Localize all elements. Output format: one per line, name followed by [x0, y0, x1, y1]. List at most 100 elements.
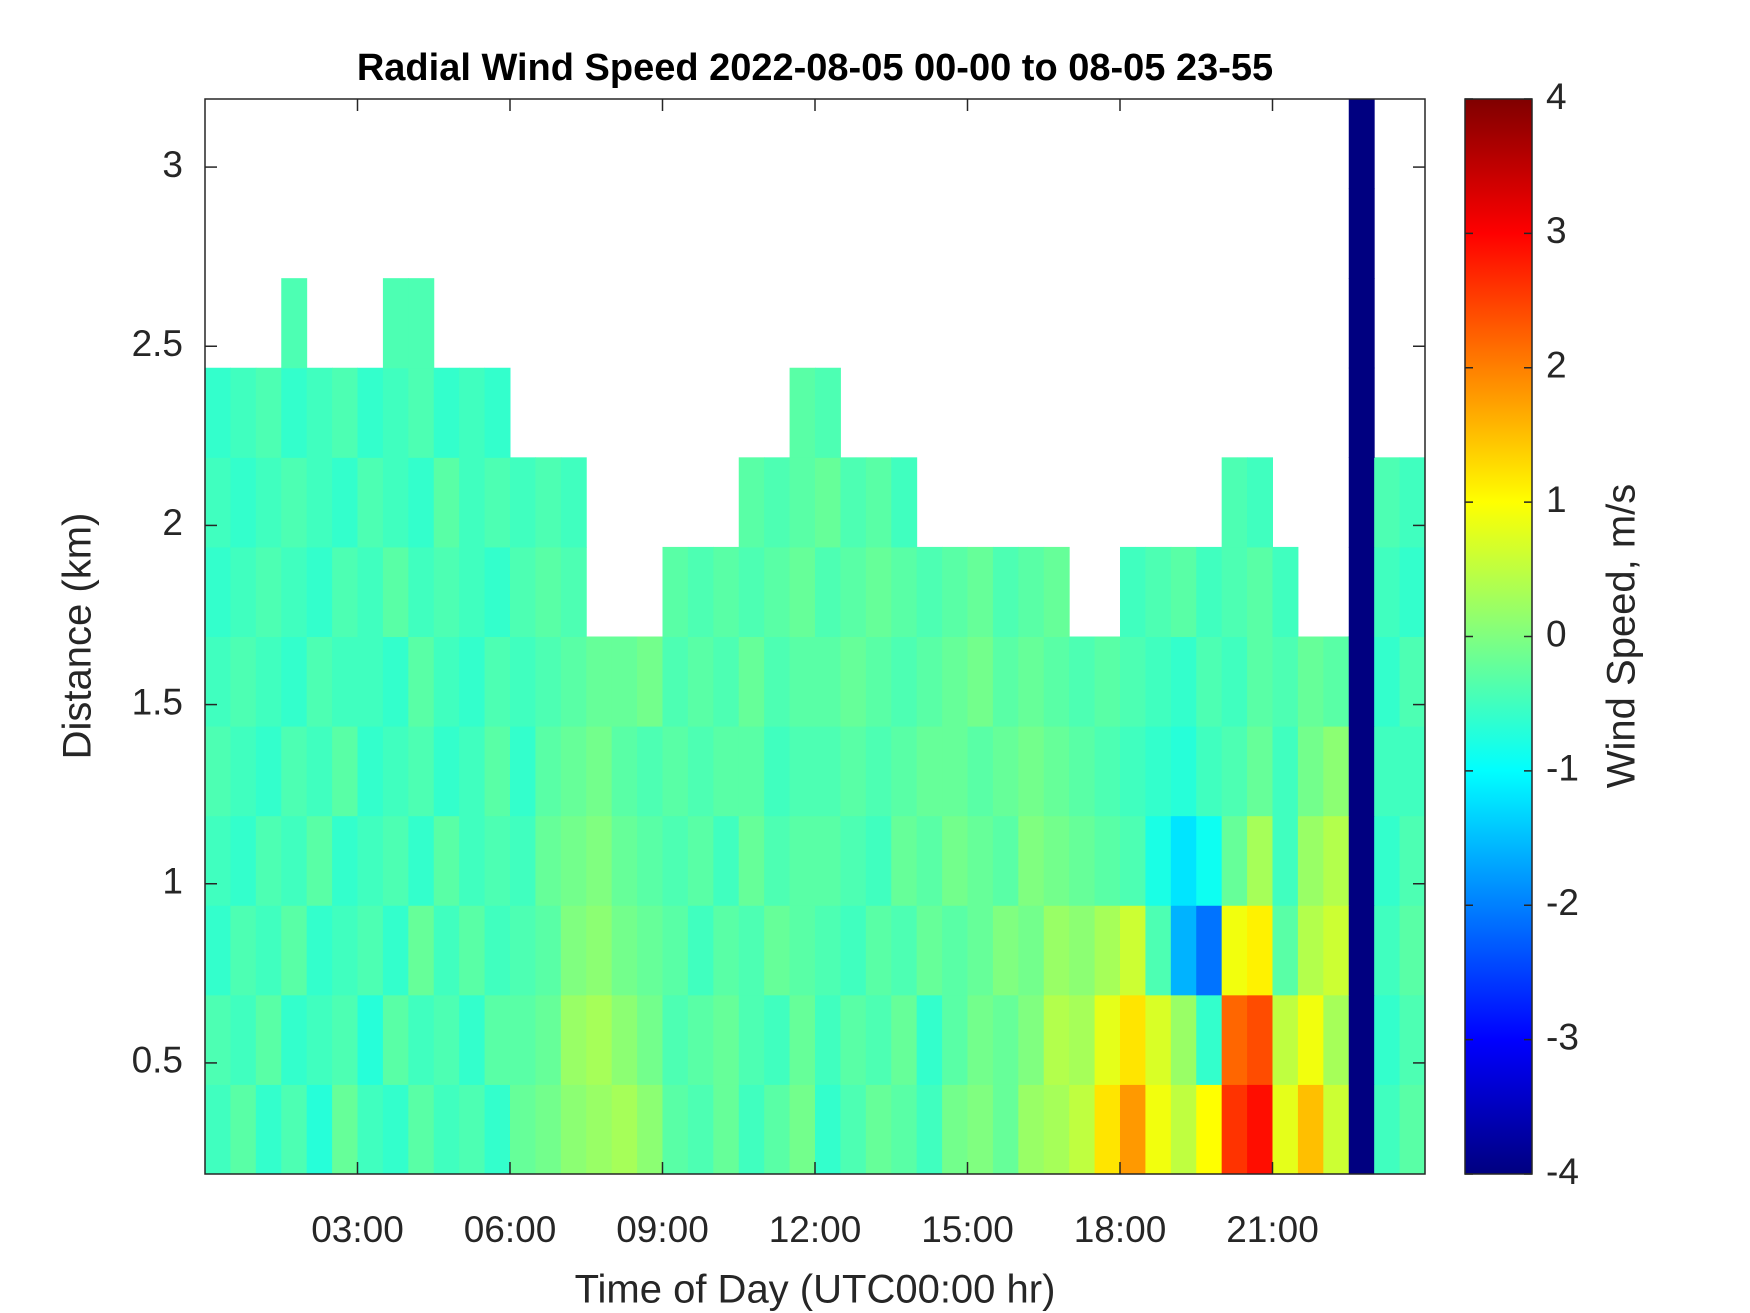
heatmap-cell — [484, 815, 511, 906]
heatmap-cell — [764, 546, 791, 637]
colorbar-tick-label: 1 — [1546, 479, 1567, 520]
heatmap-cell — [1348, 457, 1375, 548]
heatmap-cell — [942, 1084, 968, 1174]
heatmap-cell — [306, 815, 333, 906]
heatmap-cell — [433, 1084, 460, 1174]
heatmap-cell — [1094, 1084, 1121, 1174]
heatmap-cell — [1043, 636, 1070, 727]
heatmap-cell — [764, 1084, 791, 1174]
heatmap-cell — [586, 815, 613, 906]
heatmap-cell — [357, 636, 384, 727]
x-tick-label: 21:00 — [1226, 1209, 1319, 1250]
heatmap-cell — [332, 994, 358, 1085]
heatmap-cell — [357, 905, 384, 996]
heatmap-cell — [1272, 546, 1299, 637]
heatmap-cell — [1043, 546, 1070, 637]
heatmap-cell — [306, 1084, 333, 1174]
heatmap-cell — [382, 815, 409, 906]
heatmap-cell — [1170, 636, 1197, 727]
heatmap-cell — [382, 278, 409, 369]
heatmap-cell — [408, 367, 435, 458]
heatmap-cell — [1348, 278, 1375, 369]
heatmap-cell — [942, 815, 968, 906]
x-axis-label: Time of Day (UTC00:00 hr) — [575, 1268, 1056, 1312]
heatmap-cell — [433, 815, 460, 906]
heatmap-cell — [1145, 636, 1172, 727]
heatmap-cell — [891, 994, 918, 1085]
heatmap-cell — [459, 546, 486, 637]
heatmap-cell — [840, 457, 867, 548]
heatmap-cell — [1247, 815, 1273, 906]
heatmap-cell — [1069, 726, 1096, 817]
y-tick-label: 2.5 — [132, 323, 183, 364]
heatmap-cell — [255, 726, 282, 817]
heatmap-cell — [1196, 726, 1223, 817]
heatmap-cell — [255, 546, 282, 637]
heatmap-cell — [230, 726, 257, 817]
heatmap-cell — [205, 367, 231, 458]
heatmap-cell — [1297, 815, 1324, 906]
colorbar-tick-label: 2 — [1546, 345, 1567, 386]
heatmap-cell — [484, 994, 511, 1085]
heatmap-cell — [865, 457, 892, 548]
heatmap-cell — [382, 726, 409, 817]
heatmap-cell — [916, 815, 943, 906]
heatmap-cell — [1069, 1084, 1096, 1174]
heatmap-cell — [255, 994, 282, 1085]
heatmap-cell — [357, 367, 384, 458]
heatmap-cell — [1323, 994, 1350, 1085]
heatmap-cell — [637, 905, 663, 996]
heatmap-cell — [942, 636, 968, 727]
colorbar-tick-label: -2 — [1546, 882, 1579, 923]
chart-title: Radial Wind Speed 2022-08-05 00-00 to 08… — [357, 47, 1273, 89]
heatmap-cell — [1221, 815, 1248, 906]
heatmap-cell — [1323, 815, 1350, 906]
heatmap-cell — [789, 994, 816, 1085]
y-tick-label: 3 — [162, 144, 183, 185]
heatmap-cell — [306, 636, 333, 727]
heatmap-cell — [1221, 726, 1248, 817]
heatmap-cell — [560, 1084, 587, 1174]
heatmap-cell — [306, 457, 333, 548]
heatmap-cell — [484, 457, 511, 548]
heatmap-cell — [1120, 815, 1146, 906]
heatmap-cell — [637, 1084, 663, 1174]
heatmap-cell — [1348, 99, 1375, 190]
x-tick-label: 12:00 — [769, 1209, 862, 1250]
heatmap-cell — [967, 994, 994, 1085]
heatmap-cell — [459, 905, 486, 996]
heatmap-cell — [1348, 726, 1375, 817]
heatmap-cell — [967, 726, 994, 817]
heatmap-cell — [865, 815, 892, 906]
heatmap-cell — [484, 367, 511, 458]
heatmap-cell — [1272, 905, 1299, 996]
heatmap-cell — [1348, 636, 1375, 727]
heatmap-cell — [916, 546, 943, 637]
heatmap-cell — [1399, 815, 1425, 906]
heatmap-cell — [738, 815, 765, 906]
heatmap-cell — [1069, 905, 1096, 996]
heatmap-cell — [281, 905, 308, 996]
heatmap-cell — [687, 815, 714, 906]
colorbar — [1464, 98, 1533, 1175]
heatmap-cell — [713, 905, 740, 996]
heatmap-cell — [662, 726, 689, 817]
heatmap-cell — [1374, 994, 1401, 1085]
heatmap-cell — [433, 636, 460, 727]
heatmap-cell — [738, 546, 765, 637]
colorbar-tick-label: 3 — [1546, 210, 1567, 251]
y-tick-label: 0.5 — [132, 1040, 183, 1081]
heatmap-cell — [408, 457, 435, 548]
heatmap-cell — [357, 726, 384, 817]
heatmap-cell — [332, 905, 358, 996]
heatmap-cell — [1272, 815, 1299, 906]
heatmap-cell — [1120, 636, 1146, 727]
heatmap-cell — [382, 994, 409, 1085]
heatmap-cell — [433, 546, 460, 637]
heatmap-cell — [1170, 1084, 1197, 1174]
heatmap-cell — [535, 546, 562, 637]
heatmap-cell — [687, 994, 714, 1085]
heatmap-cell — [942, 726, 968, 817]
heatmap-cell — [560, 636, 587, 727]
heatmap-cell — [535, 726, 562, 817]
